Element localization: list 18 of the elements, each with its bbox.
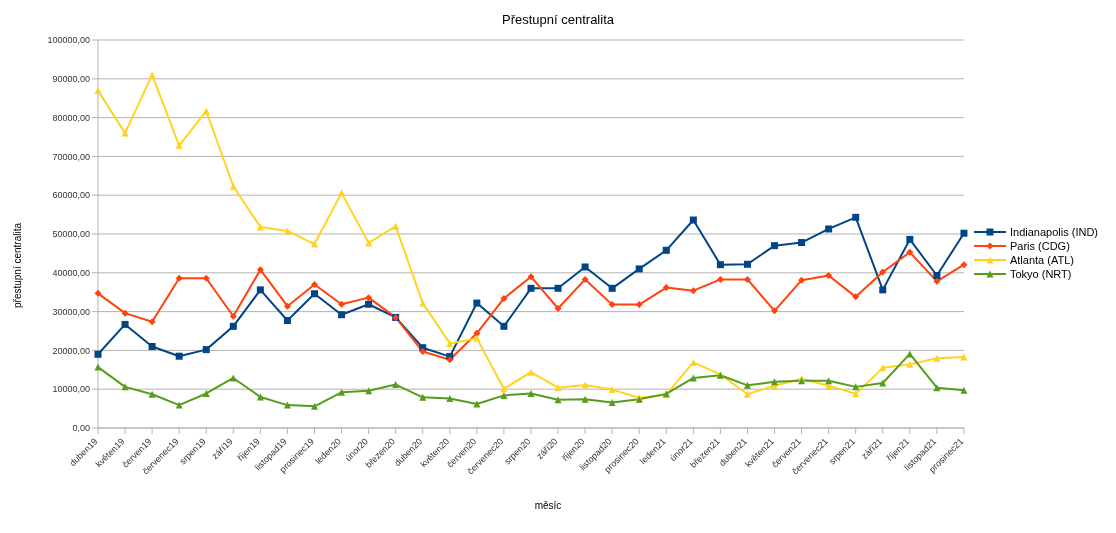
y-tick-label: 0,00	[72, 423, 90, 434]
y-tick-label: 50000,00	[52, 229, 90, 240]
y-tick-label: 40000,00	[52, 267, 90, 278]
y-tick-label: 100000,00	[47, 35, 90, 46]
legend-label: Tokyo (NRT)	[1009, 268, 1072, 280]
y-axis-title: přestupní centralita	[12, 222, 23, 308]
chart-title: Přestupní centralita	[501, 12, 615, 27]
x-axis-title: měsíc	[533, 500, 563, 511]
legend-label: Indianapolis (IND)	[1009, 226, 1098, 238]
y-tick-label: 10000,00	[52, 384, 90, 395]
y-tick-label: 80000,00	[52, 112, 90, 123]
y-tick-label: 70000,00	[52, 151, 90, 162]
y-tick-label: 90000,00	[52, 74, 90, 84]
y-tick-label: 30000,00	[52, 306, 90, 317]
legend-label: Paris (CDG)	[1009, 240, 1070, 252]
legend-label: Atlanta (ATL)	[1009, 254, 1074, 266]
y-tick-label: 60000,00	[52, 190, 90, 201]
y-tick-label: 20000,00	[52, 345, 90, 356]
